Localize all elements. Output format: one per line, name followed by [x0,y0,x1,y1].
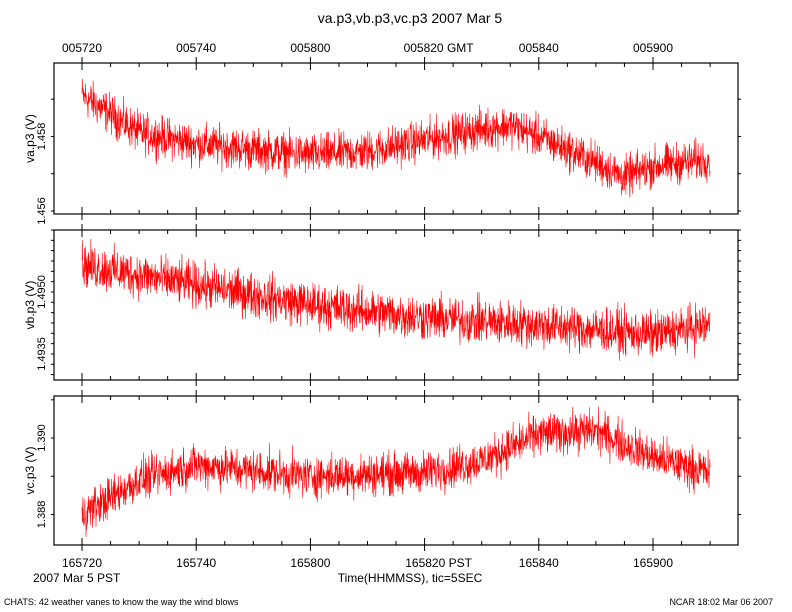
bottom-tick-label: 165900 [633,556,673,570]
plot-frame [53,229,739,381]
bottom-tick-label: 165820 PST [405,556,472,570]
top-axis-labels: 005720 005740 005800 005820 GMT 005840 005900 [62,41,673,55]
date-label: 2007 Mar 5 PST [33,571,121,585]
bottom-tick-label: 165720 [62,556,102,570]
y-tick-label: 1.456 [36,197,48,225]
y-tick-label: 1.388 [36,501,48,529]
top-tick-label: 005800 [290,41,330,55]
series-line [81,406,711,538]
top-tick-label: 005720 [62,41,102,55]
top-tick-label: 005840 [519,41,559,55]
y-tick-label: 1.390 [36,424,48,452]
footer-right: NCAR 18:02 Mar 06 2007 [669,597,773,607]
bottom-tick-label: 165800 [290,556,330,570]
top-tick-label: 005820 GMT [404,41,475,55]
footer-left: CHATS: 42 weather vanes to know the way … [4,597,239,607]
y-axis-label: va.p3 (V) [23,114,37,163]
chart-title: va.p3,vb.p3,vc.p3 2007 Mar 5 [318,10,503,26]
x-axis-label: Time(HHMMSS), tic=5SEC [338,571,483,585]
y-tick-label: 1.4935 [36,337,48,371]
top-tick-label: 005900 [633,41,673,55]
bottom-tick-label: 165740 [176,556,216,570]
bottom-tick-label: 165840 [519,556,559,570]
top-tick-label: 005740 [176,41,216,55]
y-tick-label: 1.4950 [36,275,48,309]
y-tick-label: 1.458 [36,123,48,151]
bottom-axis-labels: 165720 165740 165800 165820 PST 165840 165900 [62,556,673,570]
y-axis-label: vc.p3 (V) [23,446,37,494]
y-axis-label: vb.p3 (V) [23,281,37,330]
series-line [81,238,711,361]
series-line [81,78,711,198]
